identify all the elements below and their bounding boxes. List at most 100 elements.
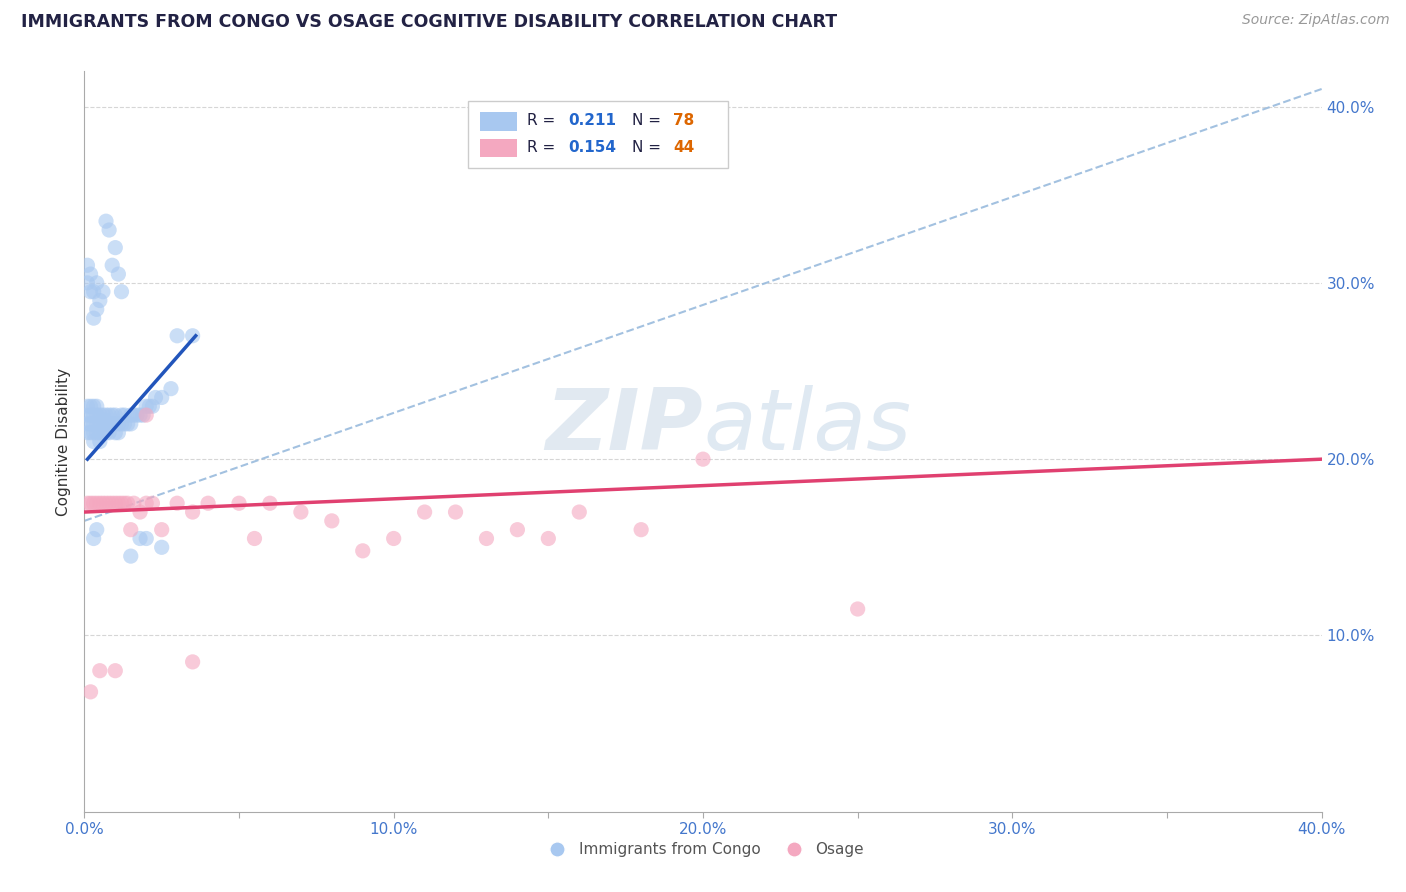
Point <box>110 496 132 510</box>
Y-axis label: Cognitive Disability: Cognitive Disability <box>56 368 72 516</box>
Point <box>91 285 114 299</box>
Point <box>79 267 101 281</box>
Point <box>86 496 108 510</box>
Point <box>150 541 173 555</box>
Point <box>94 214 117 228</box>
Point <box>86 417 108 431</box>
Point <box>135 532 157 546</box>
Point <box>86 399 108 413</box>
Point <box>76 399 98 413</box>
Point <box>86 523 108 537</box>
Point <box>114 417 136 431</box>
Point <box>83 285 105 299</box>
Point <box>79 408 101 422</box>
Point <box>145 391 167 405</box>
Point <box>135 496 157 510</box>
Point <box>101 408 124 422</box>
Point <box>89 434 111 449</box>
Point <box>79 399 101 413</box>
Point <box>135 408 157 422</box>
Point <box>83 425 105 440</box>
Text: Source: ZipAtlas.com: Source: ZipAtlas.com <box>1241 13 1389 28</box>
Point <box>120 523 142 537</box>
Point <box>141 496 163 510</box>
Point <box>98 425 121 440</box>
Point <box>89 664 111 678</box>
Point <box>110 417 132 431</box>
Point <box>243 532 266 546</box>
Point <box>104 425 127 440</box>
Text: 44: 44 <box>673 140 695 155</box>
Point <box>76 425 98 440</box>
Point <box>83 532 105 546</box>
Text: IMMIGRANTS FROM CONGO VS OSAGE COGNITIVE DISABILITY CORRELATION CHART: IMMIGRANTS FROM CONGO VS OSAGE COGNITIVE… <box>21 13 837 31</box>
Point <box>89 425 111 440</box>
Text: 0.154: 0.154 <box>568 140 616 155</box>
Point <box>181 328 204 343</box>
Point <box>132 408 155 422</box>
Point <box>79 285 101 299</box>
Point <box>89 496 111 510</box>
Point <box>846 602 869 616</box>
Point <box>104 408 127 422</box>
Text: R =: R = <box>527 140 561 155</box>
Point <box>568 505 591 519</box>
Point <box>104 241 127 255</box>
Point <box>692 452 714 467</box>
Point <box>181 655 204 669</box>
Point <box>352 544 374 558</box>
Point <box>107 496 129 510</box>
Point <box>413 505 436 519</box>
Point <box>91 425 114 440</box>
Point <box>86 408 108 422</box>
Point <box>382 532 405 546</box>
Text: 78: 78 <box>673 113 695 128</box>
Point <box>321 514 343 528</box>
Point <box>86 276 108 290</box>
Point <box>506 523 529 537</box>
Point <box>129 408 152 422</box>
Point <box>117 417 139 431</box>
Point <box>79 417 101 431</box>
Point <box>89 408 111 422</box>
Point <box>83 311 105 326</box>
Point <box>94 408 117 422</box>
Point <box>76 258 98 272</box>
Bar <box>481 139 517 157</box>
Point <box>79 685 101 699</box>
Point <box>86 425 108 440</box>
Point <box>98 496 121 510</box>
Point <box>114 496 136 510</box>
Legend: Immigrants from Congo, Osage: Immigrants from Congo, Osage <box>536 836 870 863</box>
Point <box>114 408 136 422</box>
Point <box>630 523 652 537</box>
Point <box>101 258 124 272</box>
Bar <box>481 112 517 130</box>
Point <box>228 496 250 510</box>
Point <box>444 505 467 519</box>
Point <box>91 417 114 431</box>
Point <box>89 293 111 308</box>
Point <box>83 434 105 449</box>
Point <box>89 417 111 431</box>
Text: N =: N = <box>633 140 666 155</box>
Point <box>125 408 148 422</box>
Point <box>91 408 114 422</box>
Point <box>76 496 98 510</box>
Point <box>83 417 105 431</box>
Point <box>120 408 142 422</box>
Point <box>117 496 139 510</box>
Point <box>181 505 204 519</box>
Point <box>83 399 105 413</box>
Point <box>107 267 129 281</box>
Point <box>120 417 142 431</box>
Text: atlas: atlas <box>703 385 911 468</box>
Point <box>83 408 105 422</box>
Point <box>104 417 127 431</box>
Text: ZIP: ZIP <box>546 385 703 468</box>
Point <box>79 496 101 510</box>
Point <box>122 408 145 422</box>
Point <box>138 399 160 413</box>
Point <box>120 549 142 563</box>
Point <box>98 408 121 422</box>
